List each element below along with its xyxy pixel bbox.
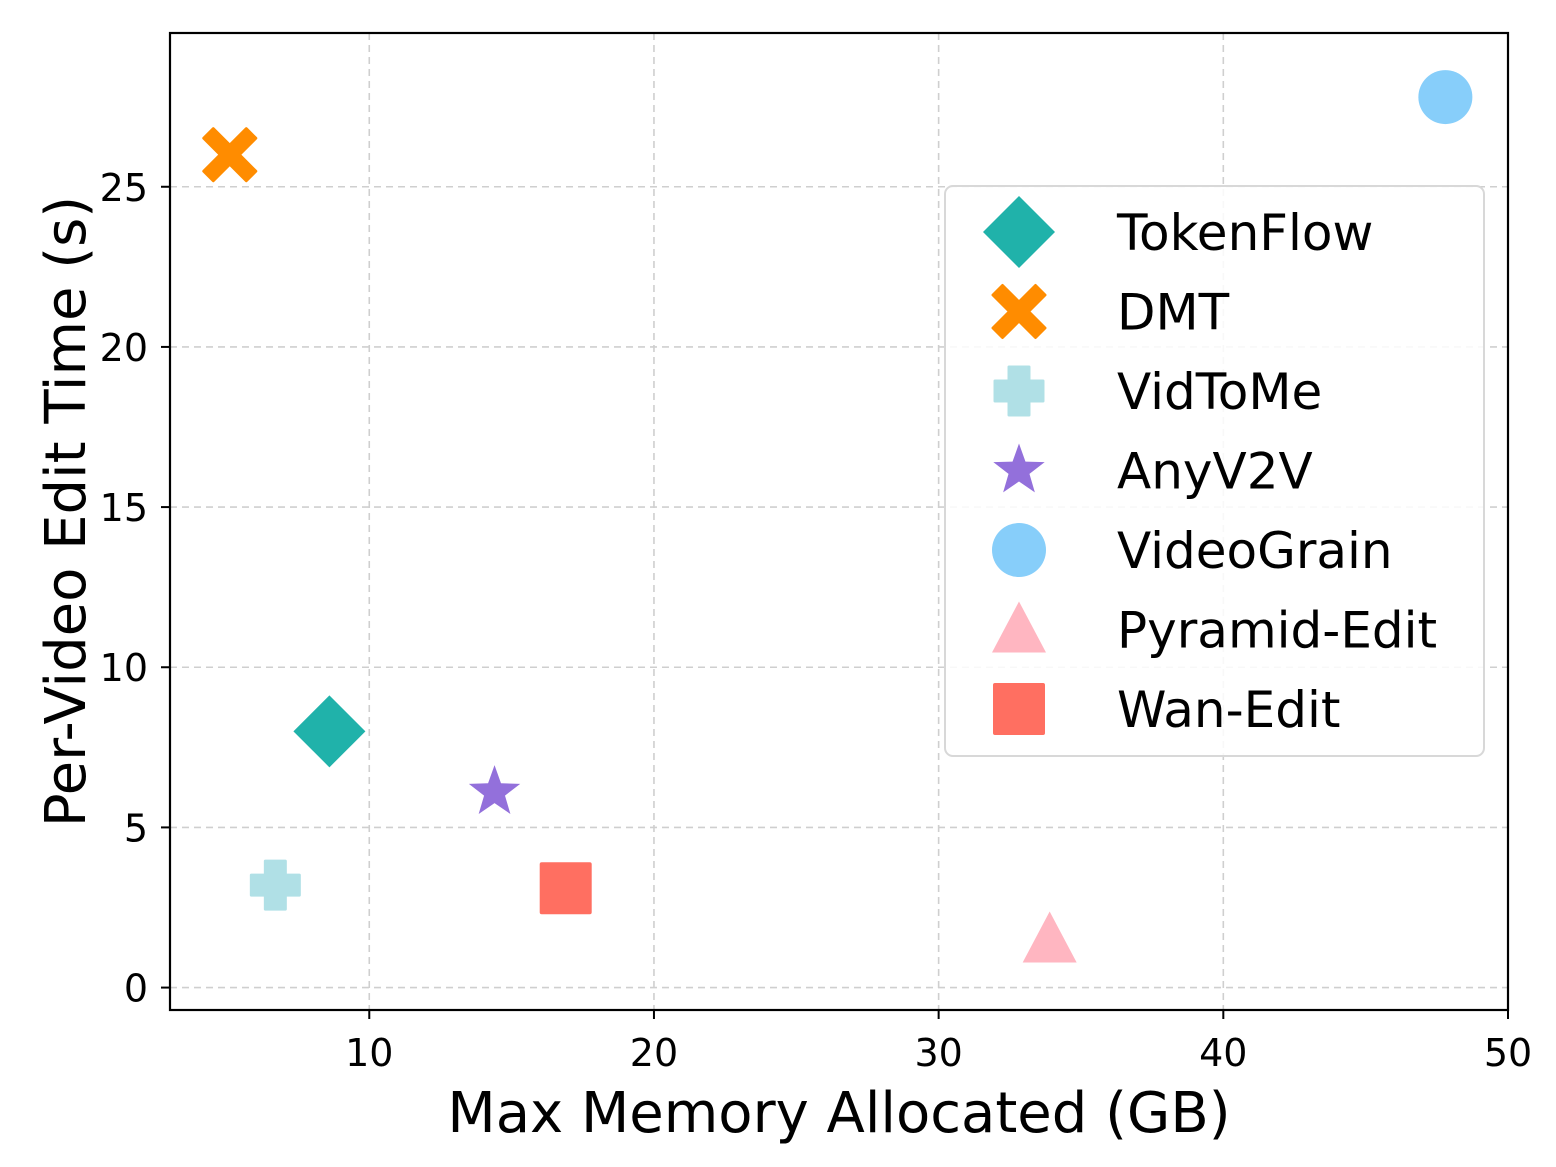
x-tick-label: 30 [914,1031,962,1075]
legend-label: Wan-Edit [1117,681,1340,739]
y-tick-label: 0 [124,967,148,1011]
legend-marker-vidtome [993,365,1045,417]
data-point-videograin [1418,70,1473,125]
data-points [202,70,1473,963]
plot-frame [168,31,1510,1012]
legend-marker-videograin [992,523,1046,577]
legend-label: VidToMe [1117,363,1322,421]
legend-label: TokenFlow [1116,204,1373,262]
data-point-dmt [202,127,258,183]
data-point-vidtome [249,859,301,911]
legend-label: VideoGrain [1117,522,1393,580]
x-tick-label: 40 [1199,1031,1247,1075]
y-tick-label: 20 [100,326,148,370]
y-tick-label: 5 [124,806,148,850]
legend-marker-dmt [991,284,1047,339]
y-tick-label: 25 [100,166,148,210]
x-tick-label: 20 [630,1031,678,1075]
legend-marker-pyramid-edit [992,601,1046,653]
legend-marker-tokenflow [983,196,1055,268]
data-point-pyramid-edit [1022,911,1077,963]
legend-marker-wan-edit [993,683,1045,735]
x-axis-ticks: 10 20 30 40 50 [345,1010,1532,1075]
data-point-wan-edit [539,862,592,915]
legend-label: Pyramid-Edit [1117,602,1437,660]
y-tick-label: 10 [100,646,148,690]
data-point-anyv2v [468,765,521,815]
x-tick-label: 10 [345,1031,393,1075]
data-point-tokenflow [293,695,366,768]
legend: TokenFlow DMT VidToMe AnyV2V VideoGrain Pyram… [944,185,1485,757]
y-tick-label: 15 [100,486,148,530]
x-tick-label: 50 [1484,1031,1532,1075]
y-axis-ticks: 0 5 10 15 20 25 [100,166,170,1011]
legend-label: AnyV2V [1117,443,1313,501]
legend-marker-anyv2v [993,443,1045,493]
x-axis-label: Max Memory Allocated (GB) [447,1081,1230,1146]
legend-label: DMT [1117,284,1230,342]
legend-box [944,185,1485,757]
y-axis-label: Per-Video Edit Time (s) [34,196,99,827]
